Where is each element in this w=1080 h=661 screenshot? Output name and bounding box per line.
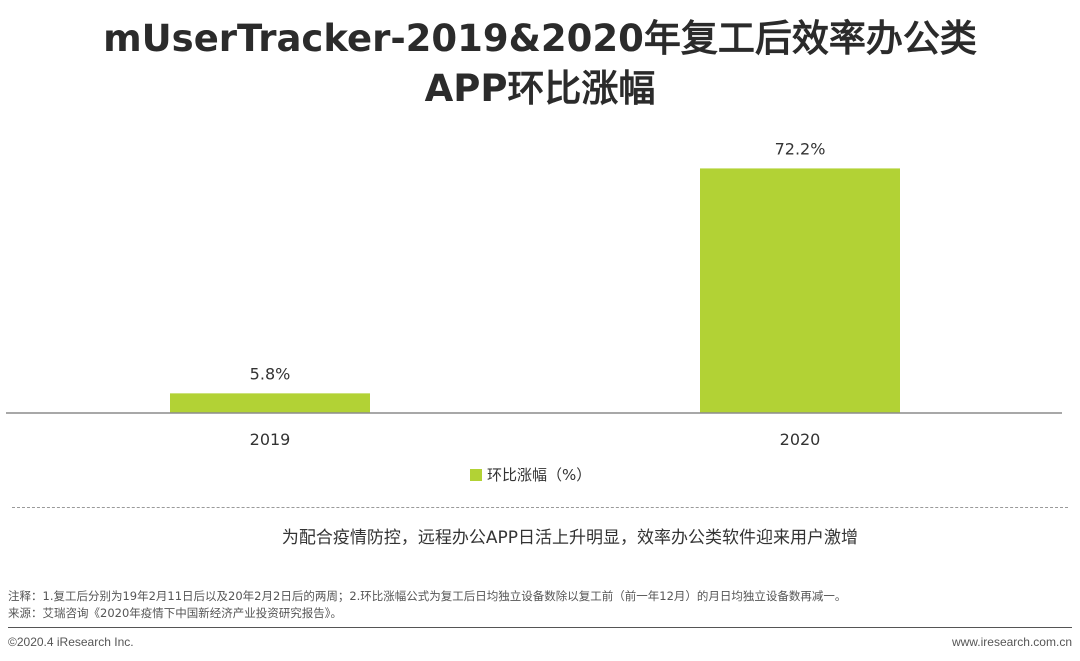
legend-label: 环比涨幅（%） (487, 466, 591, 484)
bar-chart: 5.8% 2019 72.2% 2020 环比涨幅（%） (6, 139, 1062, 484)
conclusion-text: 为配合疫情防控，远程办公APP日活上升明显，效率办公类软件迎来用户激增 (281, 528, 859, 548)
bar-2020 (700, 168, 900, 413)
website-link[interactable]: www.iresearch.com.cn (951, 635, 1072, 649)
title-line-1: mUserTracker-2019&2020年复工后效率办公类 (103, 17, 977, 60)
title-line-2: APP环比涨幅 (424, 67, 656, 110)
x-tick-label-2019: 2019 (250, 430, 291, 449)
footnotes: 注释：1.复工后分别为19年2月11日后以及20年2月2日后的两周；2.环比涨幅… (8, 588, 846, 622)
data-label-2019: 5.8% (250, 364, 291, 383)
footnote-note: 注释：1.复工后分别为19年2月11日后以及20年2月2日后的两周；2.环比涨幅… (8, 589, 847, 603)
footer-divider (8, 627, 1072, 628)
chart-title: mUserTracker-2019&2020年复工后效率办公类 APP环比涨幅 (0, 14, 1080, 114)
x-tick-label-2020: 2020 (780, 430, 821, 449)
dashed-divider (12, 507, 1068, 508)
copyright-text: ©2020.4 iResearch Inc. (8, 635, 134, 649)
footnote-source: 来源：艾瑞咨询《2020年疫情下中国新经济产业投资研究报告》。 (8, 606, 343, 620)
bar-2019 (170, 393, 370, 413)
legend-swatch (470, 469, 482, 481)
data-label-2020: 72.2% (775, 139, 826, 158)
